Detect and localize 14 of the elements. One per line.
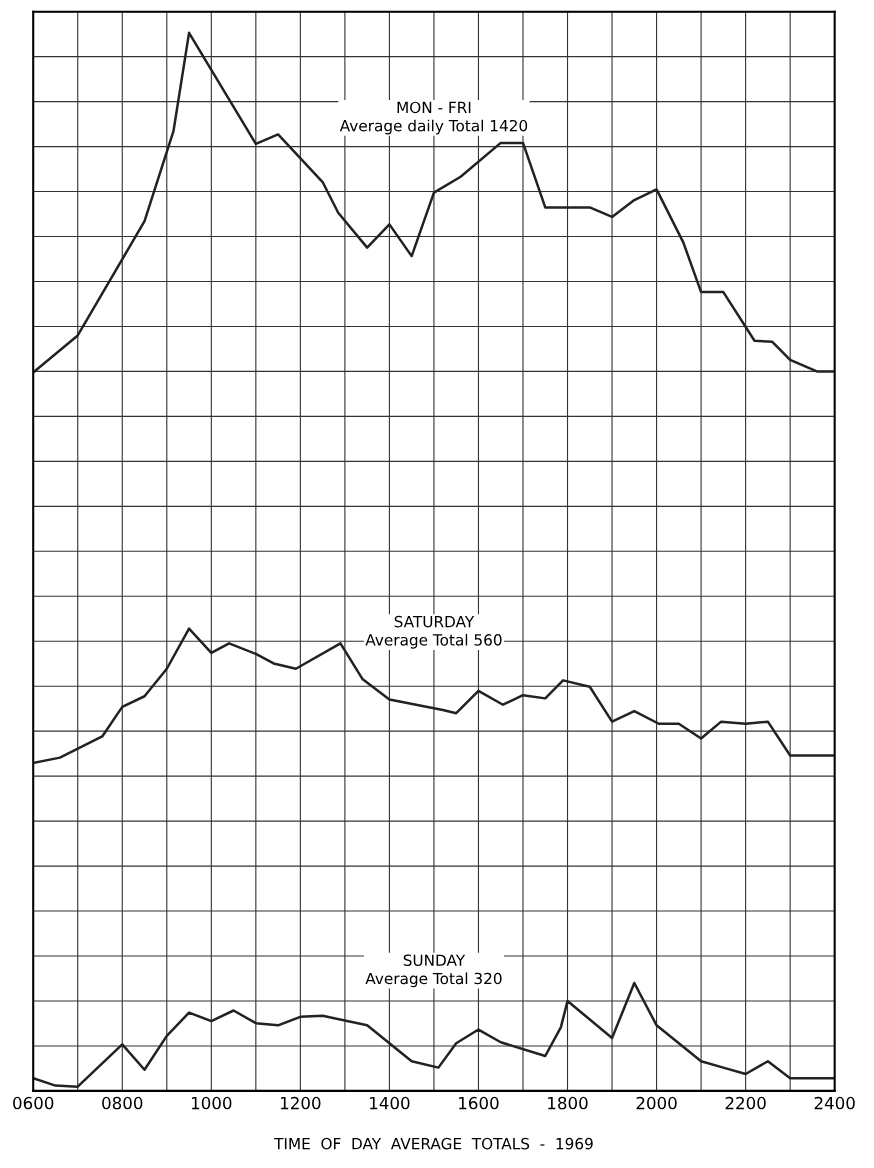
x-tick-label: 1200 — [280, 1096, 321, 1110]
x-tick-label: 1400 — [370, 1096, 410, 1110]
x-tick-label: 2000 — [636, 1096, 677, 1110]
x-tick-label: 1000 — [191, 1096, 232, 1110]
x-tick-label: 2400 — [814, 1096, 855, 1110]
x-tick-label: 2200 — [725, 1096, 766, 1110]
text: SUNDAY Average Total 320 — [365, 954, 502, 988]
x-tick-label: 0600 — [13, 1096, 54, 1110]
x-axis-title: TIME OF DAY AVERAGE TOTALS - 1969 — [274, 1137, 593, 1150]
x-tick-label: 0800 — [102, 1096, 143, 1110]
series-label: MON - FRI Average daily Total 1420 — [339, 101, 528, 135]
series-label: SATURDAY Average Total 560 — [365, 615, 502, 649]
x-tick-label: 1800 — [548, 1096, 588, 1110]
x-tick-label: 1600 — [459, 1096, 499, 1110]
